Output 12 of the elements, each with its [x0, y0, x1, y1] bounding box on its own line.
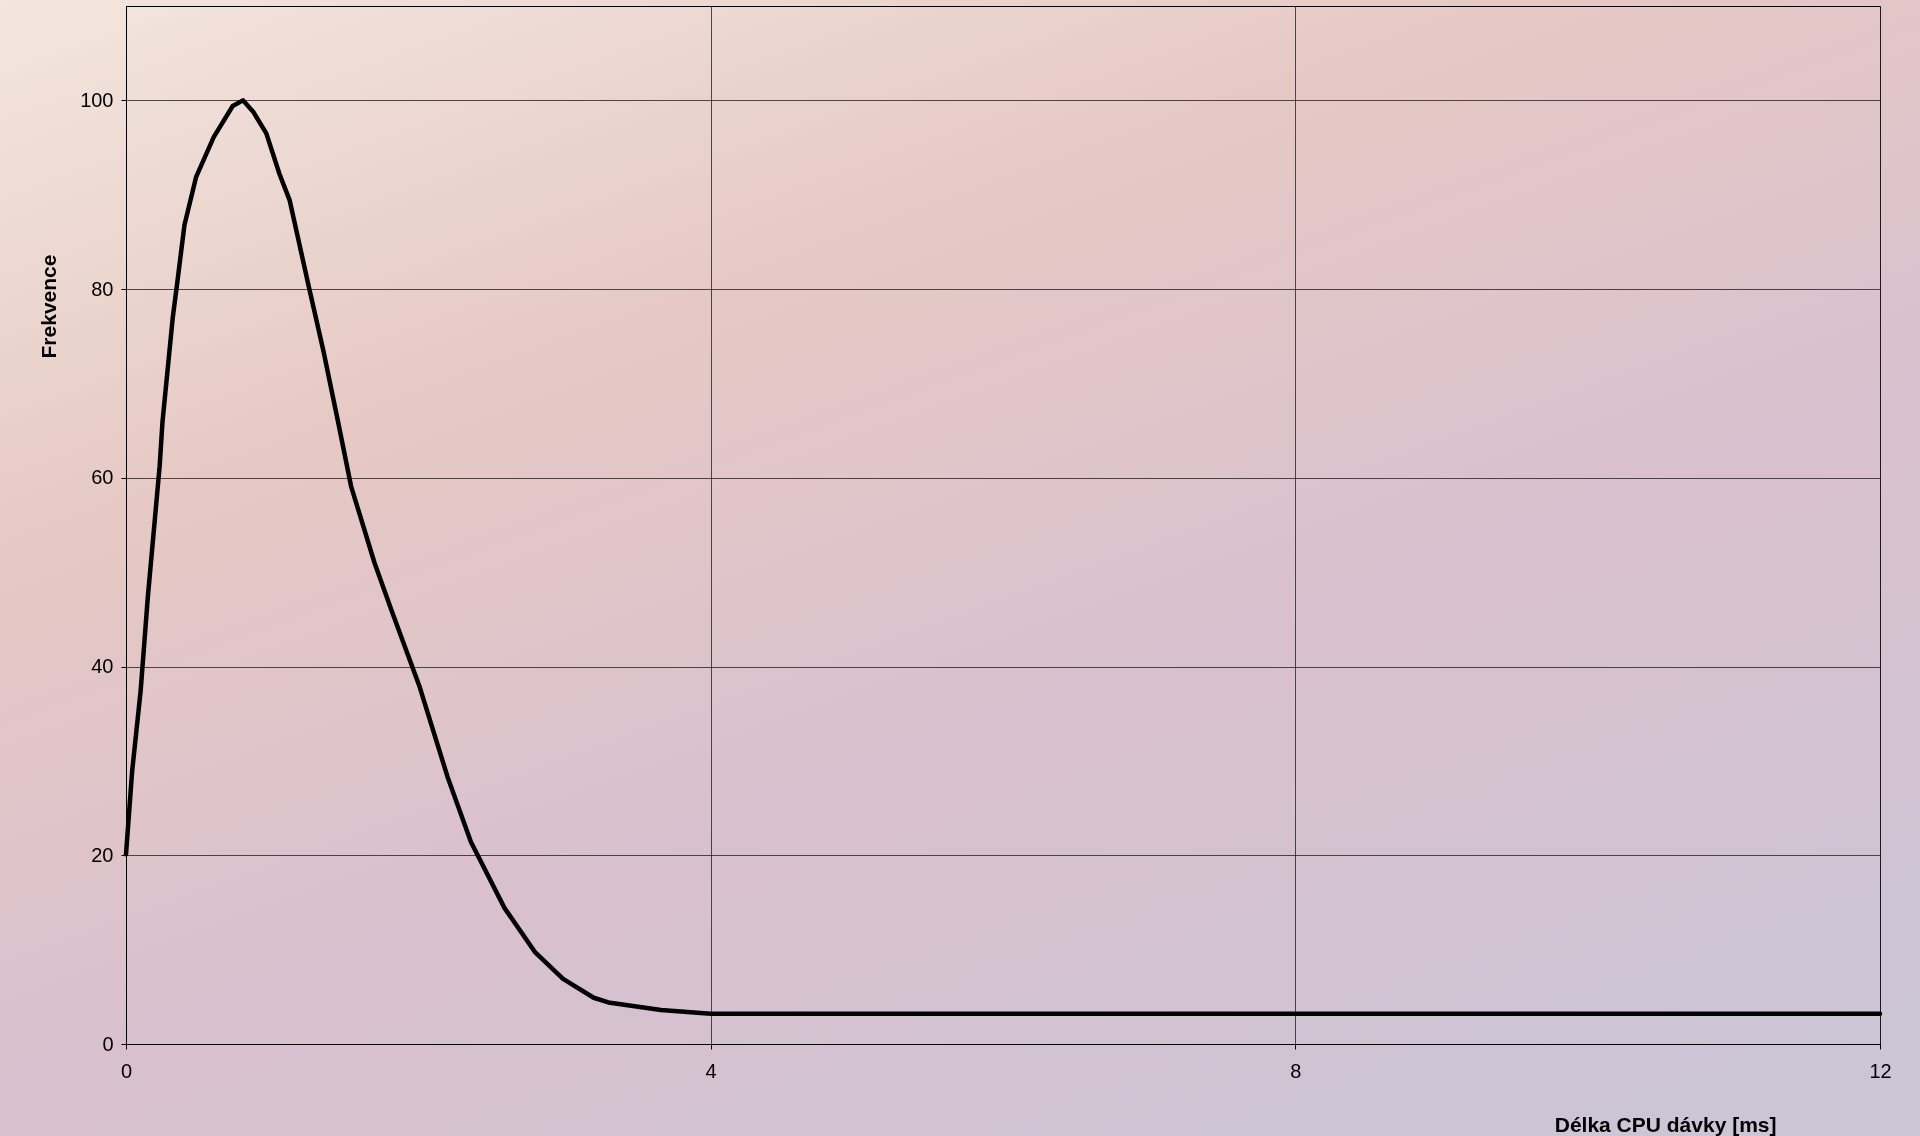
- x-tick-label: 8: [1290, 1059, 1302, 1082]
- y-tick-label: 60: [91, 466, 114, 489]
- x-axis-title: Délka CPU dávky [ms]: [1554, 1112, 1777, 1136]
- y-tick-label: 40: [91, 655, 114, 678]
- y-axis-title: Frekvence: [37, 254, 61, 359]
- y-tick-label: 0: [102, 1032, 114, 1055]
- y-tick-label: 80: [91, 277, 114, 300]
- x-tick-label: 4: [705, 1059, 717, 1082]
- y-tick-label: 20: [91, 843, 114, 866]
- x-tick-label: 0: [120, 1059, 133, 1082]
- y-tick-label: 100: [80, 88, 114, 111]
- x-tick-label: 12: [1869, 1059, 1892, 1082]
